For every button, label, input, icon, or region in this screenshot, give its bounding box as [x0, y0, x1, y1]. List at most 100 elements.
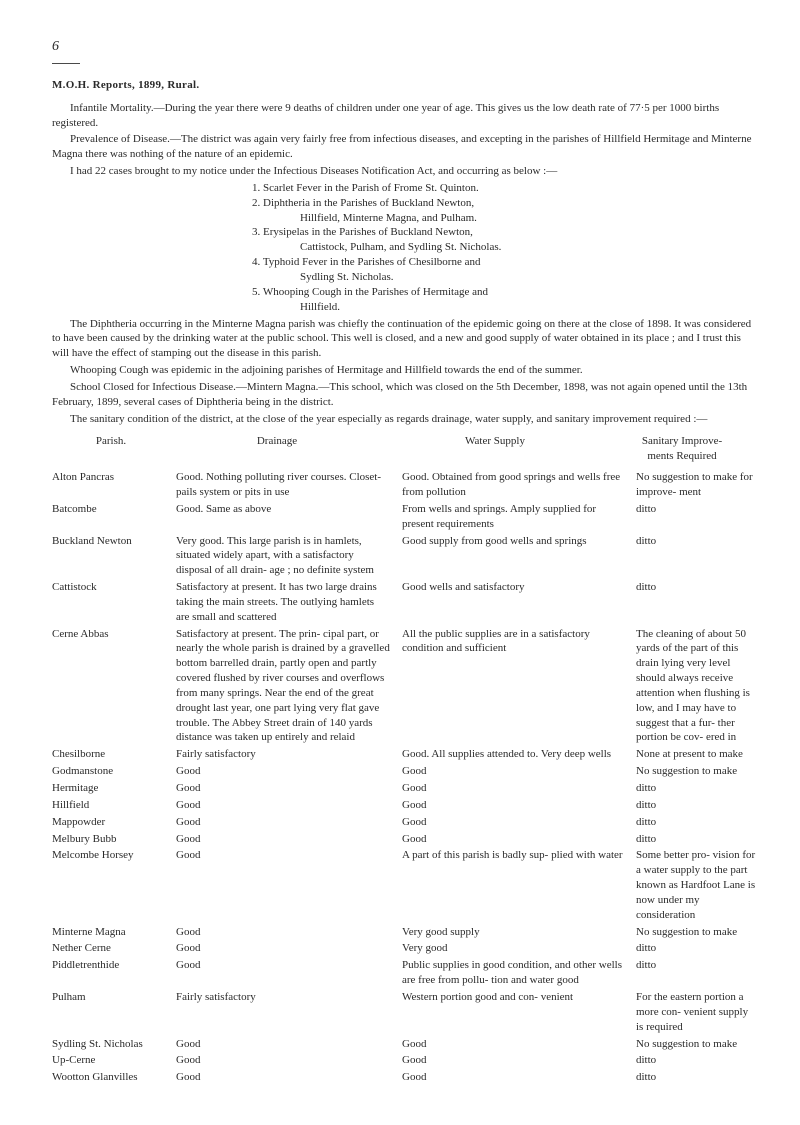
th-water: Water Supply [384, 434, 606, 464]
disease-list-4: 4. Typhoid Fever in the Parishes of Ches… [252, 255, 758, 270]
disease-list-5-sub: Hillfield. [252, 300, 758, 315]
cell-sanitary: ditto [636, 502, 758, 517]
cell-sanitary: No suggestion to make for improve- ment [636, 470, 758, 500]
cell-water: From wells and springs. Amply supplied f… [402, 502, 636, 532]
cell-sanitary: ditto [636, 580, 758, 595]
cell-sanitary: Some better pro- vision for a water supp… [636, 848, 758, 922]
cell-sanitary: ditto [636, 941, 758, 956]
intro-p5: Whooping Cough was epidemic in the adjoi… [52, 363, 758, 378]
cell-sanitary: ditto [636, 815, 758, 830]
cell-sanitary: ditto [636, 832, 758, 847]
cell-water: Good wells and satisfactory [402, 580, 636, 595]
cell-water: Good [402, 832, 636, 847]
th-parish: Parish. [52, 434, 170, 464]
cell-sanitary: No suggestion to make [636, 764, 758, 779]
table-row: ChesilborneFairly satisfactoryGood. All … [52, 747, 758, 762]
table-row: Alton PancrasGood. Nothing polluting riv… [52, 470, 758, 500]
disease-list: 1. Scarlet Fever in the Parish of Frome … [252, 181, 758, 315]
table-row: Up-CerneGoodGoodditto [52, 1053, 758, 1068]
cell-drainage: Good. Nothing polluting river courses. C… [176, 470, 402, 500]
cell-drainage: Fairly satisfactory [176, 990, 402, 1005]
cell-sanitary: ditto [636, 534, 758, 549]
cell-drainage: Good [176, 781, 402, 796]
table-row: PulhamFairly satisfactoryWestern portion… [52, 990, 758, 1035]
intro-p3: I had 22 cases brought to my notice unde… [52, 164, 758, 179]
cell-drainage: Good [176, 941, 402, 956]
disease-list-3-sub: Cattistock, Pulham, and Sydling St. Nich… [252, 240, 758, 255]
th-sanitary-line2: ments Required [606, 449, 758, 464]
table-row: Sydling St. NicholasGoodGoodNo suggestio… [52, 1037, 758, 1052]
cell-parish: Melcombe Horsey [52, 848, 176, 863]
cell-drainage: Fairly satisfactory [176, 747, 402, 762]
th-sanitary-line1: Sanitary Improve- [606, 434, 758, 449]
cell-drainage: Very good. This large parish is in hamle… [176, 534, 402, 579]
cell-drainage: Good [176, 764, 402, 779]
cell-parish: Wootton Glanvilles [52, 1070, 176, 1085]
table-row: HillfieldGoodGoodditto [52, 798, 758, 813]
disease-list-2: 2. Diphtheria in the Parishes of Bucklan… [252, 196, 758, 211]
cell-water: Good. All supplies attended to. Very dee… [402, 747, 636, 762]
cell-parish: Godmanstone [52, 764, 176, 779]
cell-drainage: Good [176, 848, 402, 863]
disease-list-5: 5. Whooping Cough in the Parishes of Her… [252, 285, 758, 300]
cell-parish: Cattistock [52, 580, 176, 595]
cell-parish: Chesilborne [52, 747, 176, 762]
parish-table: Alton PancrasGood. Nothing polluting riv… [52, 470, 758, 1085]
intro-p2: Prevalence of Disease.—The district was … [52, 132, 758, 162]
cell-sanitary: For the eastern portion a more con- veni… [636, 990, 758, 1035]
cell-sanitary: The cleaning of about 50 yards of the pa… [636, 627, 758, 746]
cell-water: Very good [402, 941, 636, 956]
table-row: Wootton GlanvillesGoodGoodditto [52, 1070, 758, 1085]
page-number-underline [52, 63, 80, 64]
disease-list-3: 3. Erysipelas in the Parishes of Bucklan… [252, 225, 758, 240]
cell-parish: Melbury Bubb [52, 832, 176, 847]
intro-p6: School Closed for Infectious Disease.—Mi… [52, 380, 758, 410]
table-row: HermitageGoodGoodditto [52, 781, 758, 796]
cell-water: A part of this parish is badly sup- plie… [402, 848, 636, 863]
th-sanitary: Sanitary Improve- ments Required [606, 434, 758, 464]
table-header-row: Parish. Drainage Water Supply Sanitary I… [52, 434, 758, 464]
cell-drainage: Good [176, 798, 402, 813]
cell-parish: Cerne Abbas [52, 627, 176, 642]
table-row: BatcombeGood. Same as aboveFrom wells an… [52, 502, 758, 532]
cell-drainage: Good [176, 925, 402, 940]
cell-sanitary: No suggestion to make [636, 925, 758, 940]
cell-sanitary: ditto [636, 1053, 758, 1068]
cell-parish: Piddletrenthide [52, 958, 176, 973]
cell-parish: Nether Cerne [52, 941, 176, 956]
cell-drainage: Good [176, 832, 402, 847]
cell-parish: Alton Pancras [52, 470, 176, 485]
page-number: 6 [52, 38, 758, 57]
cell-parish: Batcombe [52, 502, 176, 517]
cell-water: Good [402, 798, 636, 813]
th-drainage: Drainage [170, 434, 384, 464]
cell-drainage: Good [176, 1070, 402, 1085]
cell-water: Good [402, 815, 636, 830]
table-row: Cerne AbbasSatisfactory at present. The … [52, 627, 758, 746]
cell-sanitary: None at present to make [636, 747, 758, 762]
table-row: Melbury BubbGoodGoodditto [52, 832, 758, 847]
table-row: Minterne MagnaGoodVery good supplyNo sug… [52, 925, 758, 940]
cell-parish: Mappowder [52, 815, 176, 830]
cell-water: Good [402, 1053, 636, 1068]
cell-water: Western portion good and con- venient [402, 990, 636, 1005]
cell-drainage: Good [176, 958, 402, 973]
cell-sanitary: No suggestion to make [636, 1037, 758, 1052]
cell-sanitary: ditto [636, 798, 758, 813]
table-row: Nether CerneGoodVery goodditto [52, 941, 758, 956]
table-row: CattistockSatisfactory at present. It ha… [52, 580, 758, 625]
cell-water: Public supplies in good condition, and o… [402, 958, 636, 988]
cell-drainage: Good [176, 1053, 402, 1068]
cell-sanitary: ditto [636, 958, 758, 973]
table-row: Melcombe HorseyGoodA part of this parish… [52, 848, 758, 922]
table-row: Buckland NewtonVery good. This large par… [52, 534, 758, 579]
disease-list-4-sub: Sydling St. Nicholas. [252, 270, 758, 285]
table-row: PiddletrenthideGoodPublic supplies in go… [52, 958, 758, 988]
cell-water: Good [402, 1070, 636, 1085]
disease-list-2-sub: Hillfield, Minterne Magna, and Pulham. [252, 211, 758, 226]
cell-water: Good [402, 764, 636, 779]
cell-drainage: Good [176, 1037, 402, 1052]
intro-p1: Infantile Mortality.—During the year the… [52, 101, 758, 131]
intro-p4: The Diphtheria occurring in the Minterne… [52, 317, 758, 362]
cell-drainage: Good. Same as above [176, 502, 402, 517]
